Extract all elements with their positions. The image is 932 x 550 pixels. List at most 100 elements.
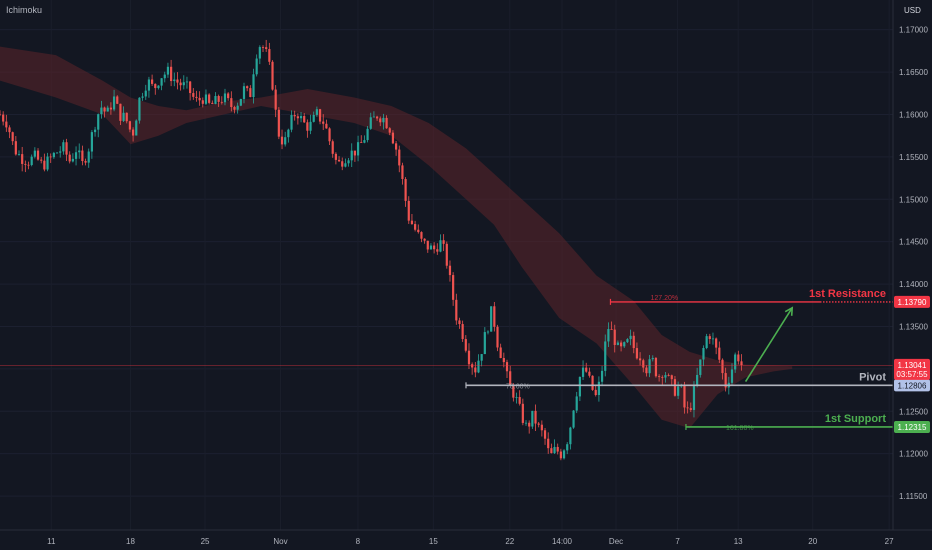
- level-fib-label: 78.60%: [506, 383, 530, 390]
- candle-body: [141, 96, 144, 98]
- candle-body: [375, 116, 379, 119]
- candle-body: [474, 367, 477, 373]
- candle-body: [721, 359, 724, 374]
- candle-body: [106, 107, 109, 112]
- candle-body: [252, 74, 255, 98]
- cloud-area: [0, 46, 793, 429]
- candle-body: [328, 128, 331, 142]
- candle-body: [499, 347, 502, 359]
- candle-body: [572, 410, 575, 428]
- candle-body: [711, 338, 715, 340]
- level-price-badge[interactable]: [894, 295, 930, 308]
- x-tick-label: 7: [675, 537, 680, 546]
- candle-body: [296, 116, 299, 119]
- candle-body: [347, 160, 350, 164]
- level-price-badge-text: 1.12806: [898, 381, 927, 390]
- candle-body: [198, 97, 201, 101]
- candle-body: [119, 103, 122, 121]
- candle-body: [59, 151, 62, 153]
- current-price-badge-text: 1.13041: [898, 361, 927, 370]
- y-tick-label: 1.17000: [899, 26, 928, 35]
- current-price-badge[interactable]: [894, 358, 930, 380]
- candle-body: [100, 107, 103, 115]
- arrow-head: [784, 306, 794, 316]
- x-tick-label: 14:00: [552, 537, 573, 546]
- level-price-badge[interactable]: [894, 379, 930, 392]
- candle-body: [356, 142, 360, 156]
- indicator-name[interactable]: Ichimoku: [6, 5, 42, 15]
- candle-body: [537, 423, 540, 425]
- candle-body: [255, 58, 258, 75]
- candle-body: [331, 141, 334, 154]
- candle-body: [46, 156, 49, 170]
- candle-body: [502, 358, 505, 363]
- x-tick-label: 22: [505, 537, 514, 546]
- candle-body: [673, 379, 677, 396]
- candle-body: [189, 81, 192, 94]
- level-name: 1st Support: [825, 413, 886, 425]
- candle-body: [284, 137, 287, 145]
- candle-body: [160, 78, 163, 86]
- candle-body: [14, 141, 17, 155]
- candle-body: [5, 121, 8, 128]
- candle-body: [154, 83, 157, 89]
- level-name: Pivot: [859, 371, 886, 383]
- candle-body: [84, 161, 87, 163]
- time-axis[interactable]: 11 18 25 Nov 8 15 22 14:00 Dec 7 13 20 27: [47, 537, 894, 546]
- candle-body: [195, 96, 198, 98]
- candle-body: [661, 377, 664, 378]
- y-tick-label: 1.13500: [899, 322, 928, 331]
- candle-body: [724, 373, 727, 388]
- time-axis-background: [0, 530, 932, 550]
- candle-body: [626, 339, 629, 343]
- y-tick-label: 1.15500: [899, 153, 928, 162]
- candle-body: [696, 374, 699, 386]
- candle-body: [17, 154, 21, 155]
- candle-body: [670, 375, 673, 380]
- y-tick-label: 1.12000: [899, 450, 928, 459]
- candle-body: [261, 47, 265, 48]
- candle-body: [27, 164, 30, 166]
- x-tick-label: 15: [429, 537, 438, 546]
- candle-body: [293, 115, 296, 117]
- currency-label[interactable]: USD: [904, 6, 921, 15]
- candle-body: [566, 444, 569, 451]
- arrow-shaft: [744, 307, 793, 383]
- candle-body: [585, 367, 588, 372]
- candle-body: [664, 375, 667, 378]
- candle-body: [112, 96, 116, 110]
- y-tick-label: 1.16000: [899, 110, 928, 119]
- x-tick-label: 11: [47, 537, 56, 546]
- candle-body: [116, 96, 119, 104]
- candle-body: [299, 116, 303, 119]
- candle-body: [632, 335, 635, 349]
- candle-body: [30, 156, 33, 166]
- candle-body: [182, 82, 185, 86]
- level-price-badge[interactable]: [894, 420, 930, 433]
- candle-body: [521, 403, 524, 423]
- candle-body: [483, 332, 486, 355]
- candle-body: [702, 348, 705, 360]
- candle-body: [395, 143, 398, 150]
- candle-body: [404, 179, 407, 201]
- candle-body: [33, 150, 36, 157]
- candle-body: [315, 109, 318, 115]
- candle-body: [11, 132, 14, 142]
- candle-body: [103, 107, 106, 112]
- candle-body: [467, 350, 471, 365]
- candle-body: [242, 86, 246, 99]
- candle-body: [524, 422, 528, 424]
- candle-body: [645, 367, 648, 374]
- candle-body: [445, 243, 448, 266]
- x-tick-label: Nov: [273, 537, 287, 546]
- candle-body: [433, 245, 436, 250]
- candle-body: [24, 163, 27, 165]
- candle-body: [344, 163, 347, 167]
- candle-body: [391, 132, 395, 144]
- candle-body: [265, 47, 268, 50]
- candle-body: [607, 329, 610, 342]
- candle-body: [426, 240, 429, 250]
